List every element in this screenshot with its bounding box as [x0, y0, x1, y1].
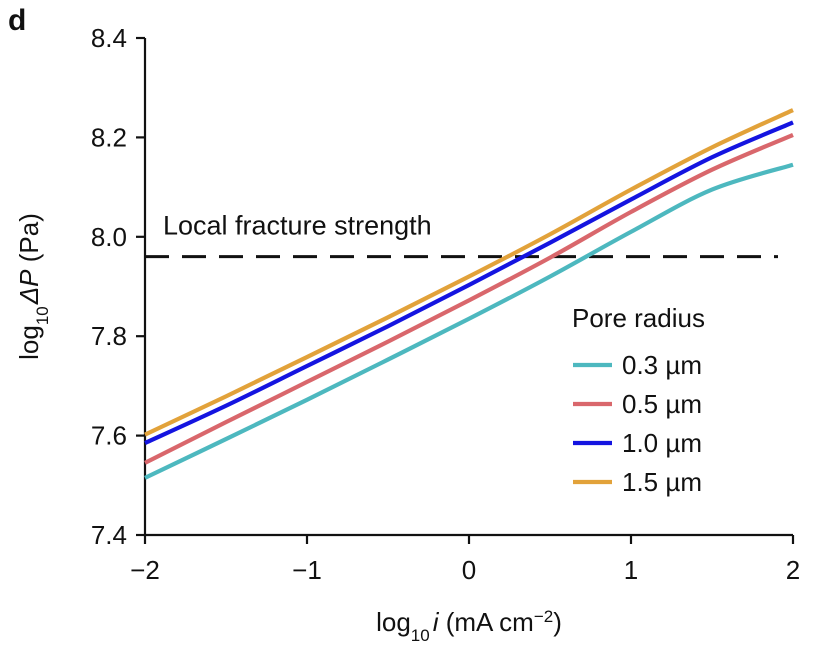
legend-title: Pore radius [572, 303, 705, 333]
series-line-3 [144, 120, 794, 445]
y-tick-label: 7.6 [91, 421, 127, 451]
y-tick-label: 8.0 [91, 222, 127, 252]
x-tick-label: −1 [292, 555, 322, 585]
y-tick-label: 8.4 [91, 23, 127, 53]
y-ticks: 7.4 7.6 7.8 8.0 8.2 8.4 [91, 23, 145, 550]
series-layer [144, 108, 794, 480]
legend-label: 0.5 µm [622, 389, 702, 419]
x-tick-label: 1 [624, 555, 638, 585]
series-line-4 [144, 108, 794, 437]
y-tick-label: 8.2 [91, 122, 127, 152]
x-tick-label: 0 [462, 555, 476, 585]
legend-label: 1.5 µm [622, 467, 702, 497]
x-tick-label: 2 [786, 555, 800, 585]
x-tick-label: −2 [130, 555, 160, 585]
x-axis-label: log10 i (mA cm−2) [376, 607, 562, 645]
legend: Pore radius 0.3 µm 0.5 µm 1.0 µm 1.5 µm [572, 303, 705, 497]
fracture-strength-label: Local fracture strength [163, 211, 432, 241]
series-line-2 [144, 132, 794, 465]
y-tick-label: 7.8 [91, 321, 127, 351]
series-line-1 [144, 162, 794, 480]
panel-label: d [8, 4, 26, 37]
legend-label: 0.3 µm [622, 350, 702, 380]
x-ticks: −2 −1 0 1 2 [130, 535, 800, 585]
y-axis-label: log10ΔP (Pa) [14, 213, 52, 360]
y-tick-label: 7.4 [91, 520, 127, 550]
annotation-layer: Local fracture strength [145, 211, 778, 259]
legend-label: 1.0 µm [622, 428, 702, 458]
